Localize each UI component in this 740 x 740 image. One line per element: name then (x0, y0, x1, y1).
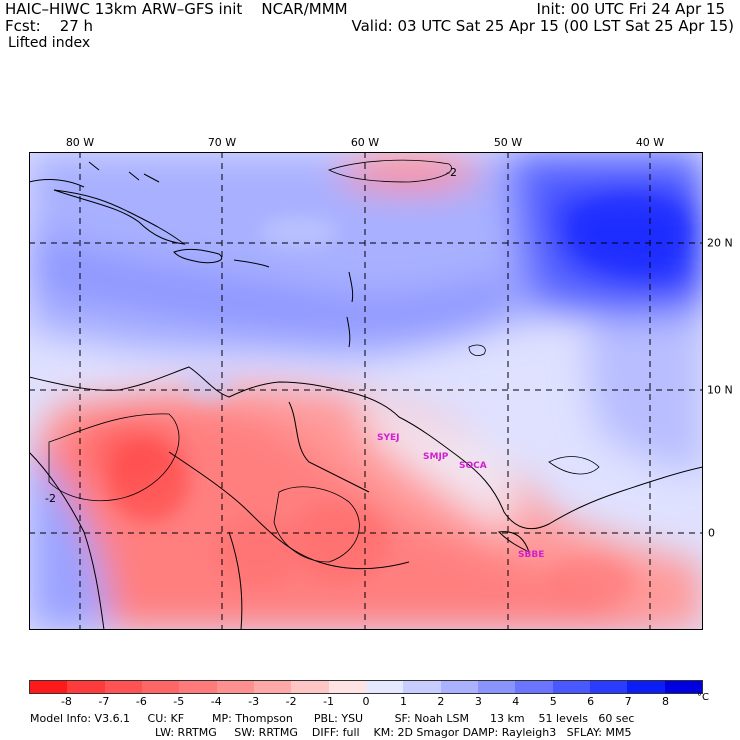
colorbar-tick-label: -2 (285, 695, 297, 708)
colorbar-tick-label: 6 (587, 695, 595, 708)
colorbar-tick-label: 4 (512, 695, 520, 708)
colorbar-segment (216, 681, 254, 693)
lon-label-70w: 70 W (207, 136, 237, 149)
site-label-smjp: SMJP (423, 452, 449, 462)
graticule (29, 152, 703, 630)
colorbar-segment (67, 681, 105, 693)
lifted-index-map: -2 -2 (29, 152, 703, 630)
site-label-syej: SYEJ (377, 433, 400, 443)
colorbar-tick-label: 2 (437, 695, 445, 708)
colorbar-segment (440, 681, 478, 693)
colorbar-tick-label: 0 (362, 695, 370, 708)
lon-label-80w: 80 W (65, 136, 95, 149)
colorbar-segment (365, 681, 404, 693)
site-label-soca: SOCA (459, 461, 487, 471)
colorbar-segment (664, 681, 702, 693)
colorbar-segment (179, 681, 217, 693)
colorbar-segment (104, 681, 142, 693)
colorbar-segment (552, 681, 590, 693)
colorbar-segment (403, 681, 441, 693)
colorbar-segment (30, 681, 68, 693)
colorbar-segment (141, 681, 180, 693)
colorbar (29, 680, 703, 694)
field-name: Lifted index (8, 35, 91, 51)
contour-label-west: -2 (45, 492, 56, 505)
colorbar-tick-label: -5 (173, 695, 185, 708)
colorbar-segment (291, 681, 329, 693)
colorbar-segment (589, 681, 628, 693)
lat-label-equator: 0 (708, 526, 715, 540)
colorbar-tick-label: -6 (135, 695, 147, 708)
lon-label-50w: 50 W (493, 136, 523, 149)
colorbar-tick-label: 5 (549, 695, 557, 708)
contours (48, 159, 600, 563)
colorbar-tick-label: -4 (210, 695, 222, 708)
lat-label-20n: 20 N (707, 236, 733, 250)
forecast-hour: Fcst: 27 h (5, 17, 94, 35)
lat-label-10n: 10 N (707, 383, 733, 397)
colorbar-tick-label: -7 (98, 695, 110, 708)
colorbar-tick-label: -3 (248, 695, 260, 708)
colorbar-segment (328, 681, 366, 693)
valid-time: Valid: 03 UTC Sat 25 Apr 15 (00 LST Sat … (351, 17, 734, 35)
colorbar-segment (627, 681, 665, 693)
colorbar-segment (515, 681, 553, 693)
init-time: Init: 00 UTC Fri 24 Apr 15 (536, 0, 725, 18)
footer-model-info: Model Info: V3.6.1 CU: KF MP: Thompson P… (30, 712, 635, 725)
colorbar-tick-label: -1 (323, 695, 335, 708)
model-title: HAIC–HIWC 13km ARW–GFS init NCAR/MMM (5, 0, 348, 18)
lon-label-60w: 60 W (350, 136, 380, 149)
coastlines (29, 161, 703, 630)
index-field (29, 152, 703, 630)
footer-physics-info: LW: RRTMG SW: RRTMG DIFF: full KM: 2D Sm… (155, 726, 632, 739)
colorbar-tick-label: -8 (60, 695, 72, 708)
colorbar-tick-label: 1 (399, 695, 407, 708)
colorbar-tick-label: 3 (474, 695, 482, 708)
site-label-sbbe: SBBE (518, 550, 545, 560)
colorbar-unit: °C (697, 692, 709, 703)
colorbar-segment (477, 681, 516, 693)
contour-label-north: -2 (446, 166, 457, 179)
colorbar-tick-label: 7 (624, 695, 632, 708)
index-detail (109, 192, 689, 607)
colorbar-segment (253, 681, 292, 693)
colorbar-tick-label: 8 (662, 695, 670, 708)
lon-label-40w: 40 W (635, 136, 665, 149)
